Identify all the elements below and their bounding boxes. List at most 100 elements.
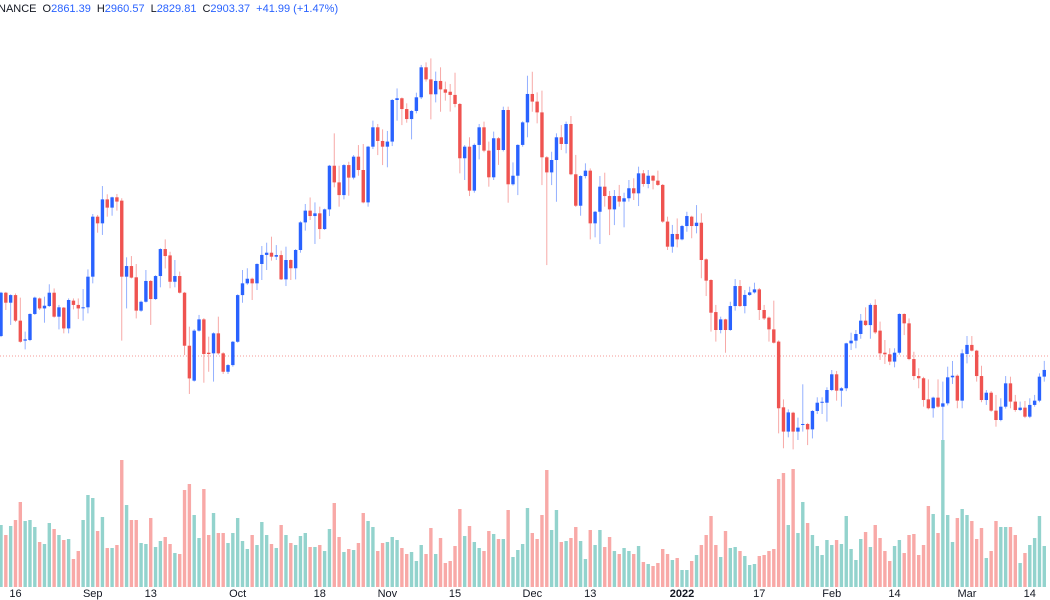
candle [979,365,984,403]
candle-body [617,196,621,202]
candle-body [37,298,42,309]
candle [883,340,887,364]
high-readout: H 2960.57 [97,3,145,15]
candle [496,137,501,165]
candle [955,374,960,409]
volume-bar [839,544,844,587]
volume-bar [921,545,926,587]
candle-body [1037,376,1042,401]
volume-bar [689,561,694,587]
candle [530,71,534,112]
candle [163,239,167,269]
low-label: L [150,3,157,15]
volume-bar [941,440,945,587]
candle-body [139,301,143,311]
candle [491,131,496,181]
candle-body [622,198,626,202]
candle [158,248,163,288]
volume-bar [37,542,42,587]
volume-bar [226,543,230,587]
volume-bar [361,513,365,587]
candle [656,170,660,186]
candle [743,290,747,314]
volume-bar [13,520,18,587]
candle-body [134,277,138,311]
volume-bar [95,531,100,587]
candle [240,270,245,303]
volume-bar [945,515,950,587]
candle [245,268,250,285]
candle [941,381,945,441]
candle-body [371,127,375,147]
candle-body [607,196,612,210]
volume-bar [453,546,457,587]
volume-bar [134,520,138,587]
volume-bar [443,563,448,587]
candle-body [163,249,167,257]
volume-bar [62,540,66,587]
volume-bar [520,544,525,587]
candle [569,116,573,176]
candle-body [984,392,989,401]
volume-bar [892,546,897,587]
volume-bar [912,534,916,587]
candle [47,284,51,307]
candle [414,92,419,114]
volume-bar [173,553,177,587]
candle-body [960,353,964,401]
volume-bar [776,479,781,587]
candle [487,141,491,187]
candle [907,318,911,361]
volume-bar [86,495,90,587]
candle-body [173,276,177,282]
candle [699,213,704,279]
candle [989,391,993,412]
candle [578,175,583,216]
volume-bar [366,521,370,587]
volume-bar [704,535,708,587]
candle [897,313,902,355]
candle [303,203,307,231]
volume-bar [820,555,824,587]
volume-bar [506,510,510,587]
candle-body [689,216,694,227]
candle-body [356,156,361,171]
candle [0,291,3,338]
volume-bar [709,516,713,587]
candle-body [805,423,810,430]
close-value: 2903.37 [210,3,251,15]
volume-bar [873,525,877,587]
candle [356,145,361,176]
candle [458,103,462,174]
x-tick-label: 14 [1024,588,1036,600]
volume-bar [1037,516,1042,587]
candle-body [91,216,95,277]
candle [849,332,853,351]
volume-bar [960,509,964,587]
volume-bar [52,529,56,587]
candle [593,210,597,238]
volume-bar [554,510,559,587]
candle-body [42,305,47,309]
candle-body [419,67,423,98]
volume-bar [728,548,733,587]
candle [936,379,940,408]
volume-bar [617,554,621,587]
candle-body [120,200,124,277]
candle-body [289,260,293,269]
candle-body [405,109,409,120]
change-readout: +41.99 (+1.47%) [256,3,339,15]
candle [293,249,298,280]
candle [231,340,235,367]
candle [1032,394,1037,407]
candle-body [240,283,245,296]
volume-bar [607,537,612,587]
candle [767,316,771,342]
candle-body [129,266,134,278]
candle-body [62,307,66,329]
candle [1042,360,1046,382]
candle [540,90,544,186]
candle [834,370,839,401]
volume-bar [47,523,51,587]
